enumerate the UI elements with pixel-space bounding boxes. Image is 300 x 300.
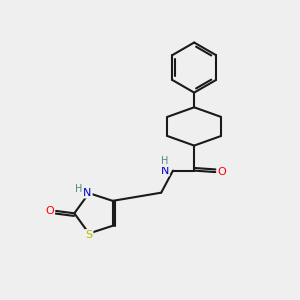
Text: O: O [218,167,226,177]
Text: N: N [160,166,169,176]
Text: H: H [75,184,82,194]
Text: N: N [83,188,92,198]
Text: S: S [85,230,92,240]
Text: H: H [161,156,168,166]
Text: O: O [45,206,54,216]
